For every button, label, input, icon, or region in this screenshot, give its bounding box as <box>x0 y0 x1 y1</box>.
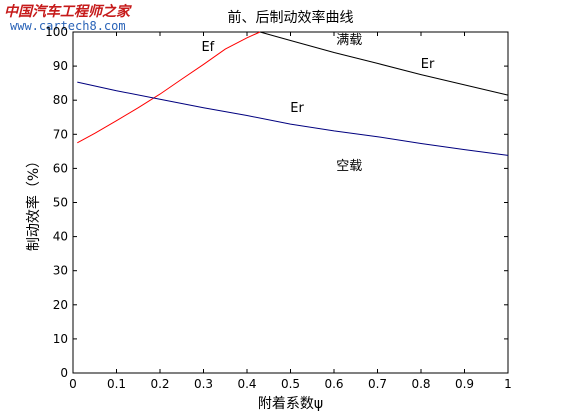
x-tick-label: 0.9 <box>455 377 474 391</box>
x-tick-label: 0.1 <box>107 377 126 391</box>
x-tick-label: 1 <box>504 377 512 391</box>
y-tick-label: 60 <box>53 161 68 175</box>
y-axis-label: 制动效率（%） <box>25 154 42 251</box>
x-tick-label: 0 <box>69 377 77 391</box>
x-tick-label: 0.3 <box>194 377 213 391</box>
y-tick-label: 0 <box>60 366 68 380</box>
y-tick-label: 50 <box>53 196 68 210</box>
x-tick-label: 0.4 <box>237 377 256 391</box>
x-tick-label: 0.5 <box>281 377 300 391</box>
plot-frame <box>72 31 509 374</box>
series-line-1 <box>259 31 509 96</box>
y-tick-label: 10 <box>53 332 68 346</box>
x-tick-label: 0.2 <box>150 377 169 391</box>
chart-title: 前、后制动效率曲线 <box>228 9 354 26</box>
y-tick-label: 70 <box>53 127 68 141</box>
y-tick-label: 90 <box>53 59 68 73</box>
y-tick-label: 100 <box>45 25 68 39</box>
watermark-site-name: 中国汽车工程师之家 <box>4 4 130 20</box>
x-tick-label: 0.7 <box>368 377 387 391</box>
y-tick-label: 20 <box>53 298 68 312</box>
y-tick-label: 40 <box>53 230 68 244</box>
x-tick-label: 0.6 <box>324 377 343 391</box>
chart-annotation: 满载 <box>336 33 362 48</box>
series-line-0 <box>77 31 261 144</box>
chart-annotation: Ef <box>201 40 214 55</box>
chart-annotation: 空载 <box>336 159 362 174</box>
x-axis-label: 附着系数ψ <box>258 396 323 412</box>
chart-annotation: Er <box>421 57 435 72</box>
watermark-url: www.cartech8.com <box>10 19 126 34</box>
y-tick-label: 80 <box>53 93 68 107</box>
y-tick-label: 30 <box>53 264 68 278</box>
watermark: 中国汽车工程师之家 www.cartech8.com <box>4 4 130 34</box>
chart-annotation: Er <box>290 101 304 116</box>
x-tick-label: 0.8 <box>411 377 430 391</box>
series-line-2 <box>77 81 509 156</box>
